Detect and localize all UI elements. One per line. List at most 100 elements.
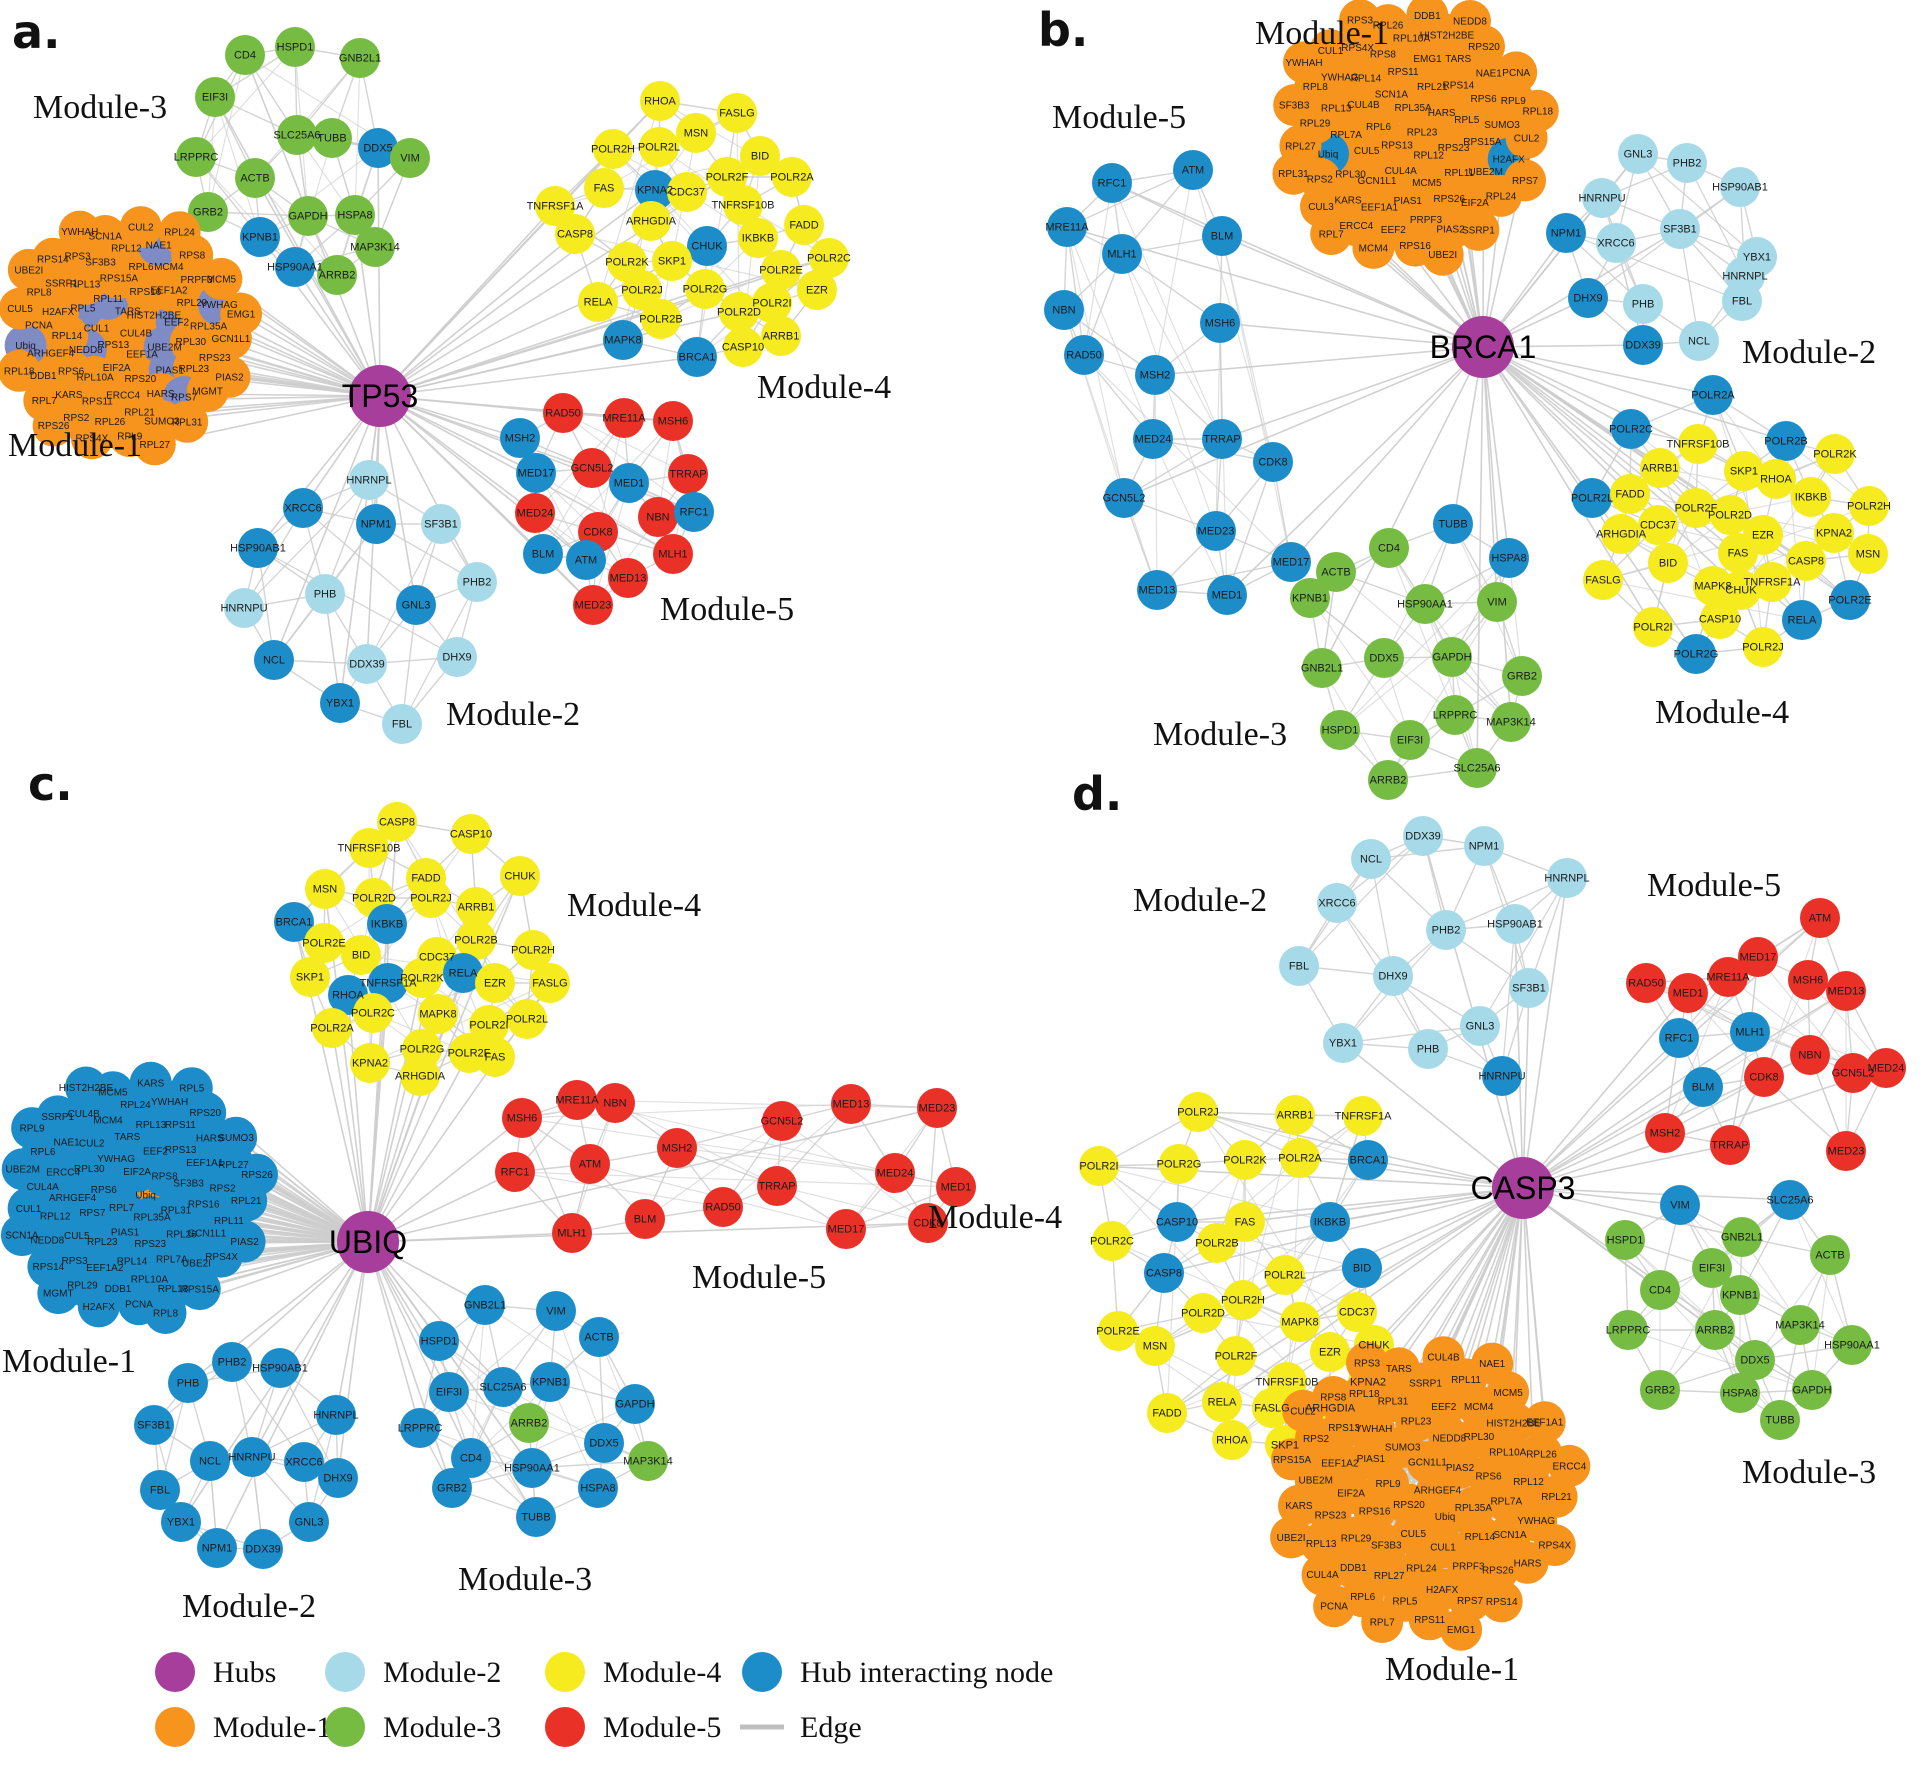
node-GRB2[interactable]	[1502, 656, 1542, 696]
node-SKP1[interactable]	[652, 241, 692, 281]
node-UBE2I[interactable]	[1421, 233, 1464, 276]
node-EZR[interactable]	[1310, 1332, 1350, 1372]
node-CASP10[interactable]	[1700, 599, 1740, 639]
node-MSH6[interactable]	[653, 401, 693, 441]
node-ARRB2[interactable]	[317, 255, 357, 295]
node-ACTB[interactable]	[1810, 1235, 1850, 1275]
node-MSH2[interactable]	[1135, 355, 1175, 395]
node-GRB2[interactable]	[188, 192, 228, 232]
node-HSP90AA1[interactable]	[275, 247, 315, 287]
node-EIF3I[interactable]	[429, 1372, 469, 1412]
node-RELA[interactable]	[1782, 600, 1822, 640]
hub-node-CASP3[interactable]	[1492, 1157, 1554, 1219]
node-MED1[interactable]	[1207, 575, 1247, 615]
node-LRPPRC[interactable]	[400, 1408, 440, 1448]
node-SLC25A6[interactable]	[1770, 1180, 1810, 1220]
node-DDX5[interactable]	[358, 128, 398, 168]
node-ARRB1[interactable]	[1640, 448, 1680, 488]
node-NPM1[interactable]	[1546, 213, 1586, 253]
node-MLH1[interactable]	[1102, 234, 1142, 274]
node-POLR2J[interactable]	[1178, 1092, 1218, 1132]
node-RPL31[interactable]	[166, 400, 209, 443]
node-MSH2[interactable]	[657, 1128, 697, 1168]
node-KPNB1[interactable]	[530, 1362, 570, 1402]
node-TNFRSF1A[interactable]	[1343, 1096, 1383, 1136]
node-XRCC6[interactable]	[1596, 223, 1636, 263]
node-SF3B1[interactable]	[134, 1405, 174, 1445]
node-RPL24[interactable]	[158, 211, 201, 254]
node-MAPK8[interactable]	[418, 994, 458, 1034]
node-PHB[interactable]	[168, 1363, 208, 1403]
node-HSP90AB1[interactable]	[1495, 904, 1535, 944]
node-HSPA8[interactable]	[335, 195, 375, 235]
node-CASP10[interactable]	[723, 327, 763, 367]
node-HNRNPL[interactable]	[316, 1395, 356, 1435]
node-HSP90AA1[interactable]	[1405, 584, 1445, 624]
node-UBE2I[interactable]	[1270, 1516, 1313, 1559]
node-BID[interactable]	[1648, 543, 1688, 583]
node-POLR2K[interactable]	[1225, 1140, 1265, 1180]
node-POLR2C[interactable]	[353, 993, 393, 1033]
node-POLR2G[interactable]	[685, 269, 725, 309]
node-FADD[interactable]	[784, 205, 824, 245]
node-POLR2H[interactable]	[1223, 1280, 1263, 1320]
node-RPS4X[interactable]	[1533, 1524, 1576, 1567]
node-TNFRSF1A[interactable]	[368, 963, 408, 1003]
node-SLC25A6[interactable]	[1457, 748, 1497, 788]
node-BLM[interactable]	[625, 1199, 665, 1239]
node-RPL8[interactable]	[144, 1292, 187, 1334]
node-HNRNPU[interactable]	[1582, 178, 1622, 218]
node-BID[interactable]	[740, 136, 780, 176]
node-GNB2L1[interactable]	[465, 1285, 505, 1325]
node-MRE11A[interactable]	[604, 398, 644, 438]
hub-node-TP53[interactable]	[349, 365, 411, 427]
node-IKBKB[interactable]	[1791, 477, 1831, 517]
node-BID[interactable]	[341, 935, 381, 975]
node-PCNA[interactable]	[1495, 51, 1538, 94]
node-LRPPRC[interactable]	[176, 137, 216, 177]
node-GAPDH[interactable]	[615, 1384, 655, 1424]
node-FADD[interactable]	[1610, 474, 1650, 514]
node-MED17[interactable]	[1738, 937, 1778, 977]
node-SF3B1[interactable]	[1509, 968, 1549, 1008]
node-POLR2E[interactable]	[1098, 1311, 1138, 1351]
node-DDX39[interactable]	[1403, 816, 1443, 856]
node-CASP8[interactable]	[555, 214, 595, 254]
node-MSH6[interactable]	[502, 1098, 542, 1138]
node-MAP3K14[interactable]	[355, 227, 395, 267]
node-MED13[interactable]	[1826, 971, 1866, 1011]
node-CDC37[interactable]	[1638, 505, 1678, 545]
node-ARRB1[interactable]	[761, 316, 801, 356]
node-CASP8[interactable]	[377, 802, 417, 842]
node-MED1[interactable]	[1668, 973, 1708, 1013]
node-RAD50[interactable]	[1626, 963, 1666, 1003]
node-ATM[interactable]	[1800, 898, 1840, 938]
node-MED1[interactable]	[936, 1167, 976, 1207]
node-PHB2[interactable]	[457, 562, 497, 602]
node-ARRB1[interactable]	[456, 887, 496, 927]
node-MED13[interactable]	[608, 558, 648, 598]
node-MLH1[interactable]	[1730, 1012, 1770, 1052]
node-CDC37[interactable]	[1337, 1292, 1377, 1332]
node-PIAS2[interactable]	[223, 1220, 266, 1263]
node-RPL7[interactable]	[1361, 1601, 1404, 1643]
node-LRPPRC[interactable]	[1608, 1310, 1648, 1350]
node-RPS3[interactable]	[1339, 0, 1381, 42]
node-VIM[interactable]	[1477, 582, 1517, 622]
node-EMG1[interactable]	[1440, 1608, 1483, 1651]
node-DHX9[interactable]	[1568, 278, 1608, 318]
node-DHX9[interactable]	[318, 1458, 358, 1498]
node-GNB2L1[interactable]	[1722, 1217, 1762, 1257]
node-MED24[interactable]	[1133, 419, 1173, 459]
node-TRRAP[interactable]	[1710, 1125, 1750, 1165]
node-KPNA2[interactable]	[635, 170, 675, 210]
node-RPS3[interactable]	[1346, 1341, 1388, 1384]
node-KARS[interactable]	[1278, 1484, 1320, 1527]
node-ATM[interactable]	[566, 540, 606, 580]
node-DHX9[interactable]	[1373, 956, 1413, 996]
node-TRRAP[interactable]	[757, 1166, 797, 1206]
node-GAPDH[interactable]	[288, 196, 328, 236]
node-MED17[interactable]	[1271, 542, 1311, 582]
node-PHB[interactable]	[1408, 1029, 1448, 1069]
node-MED1[interactable]	[609, 463, 649, 503]
